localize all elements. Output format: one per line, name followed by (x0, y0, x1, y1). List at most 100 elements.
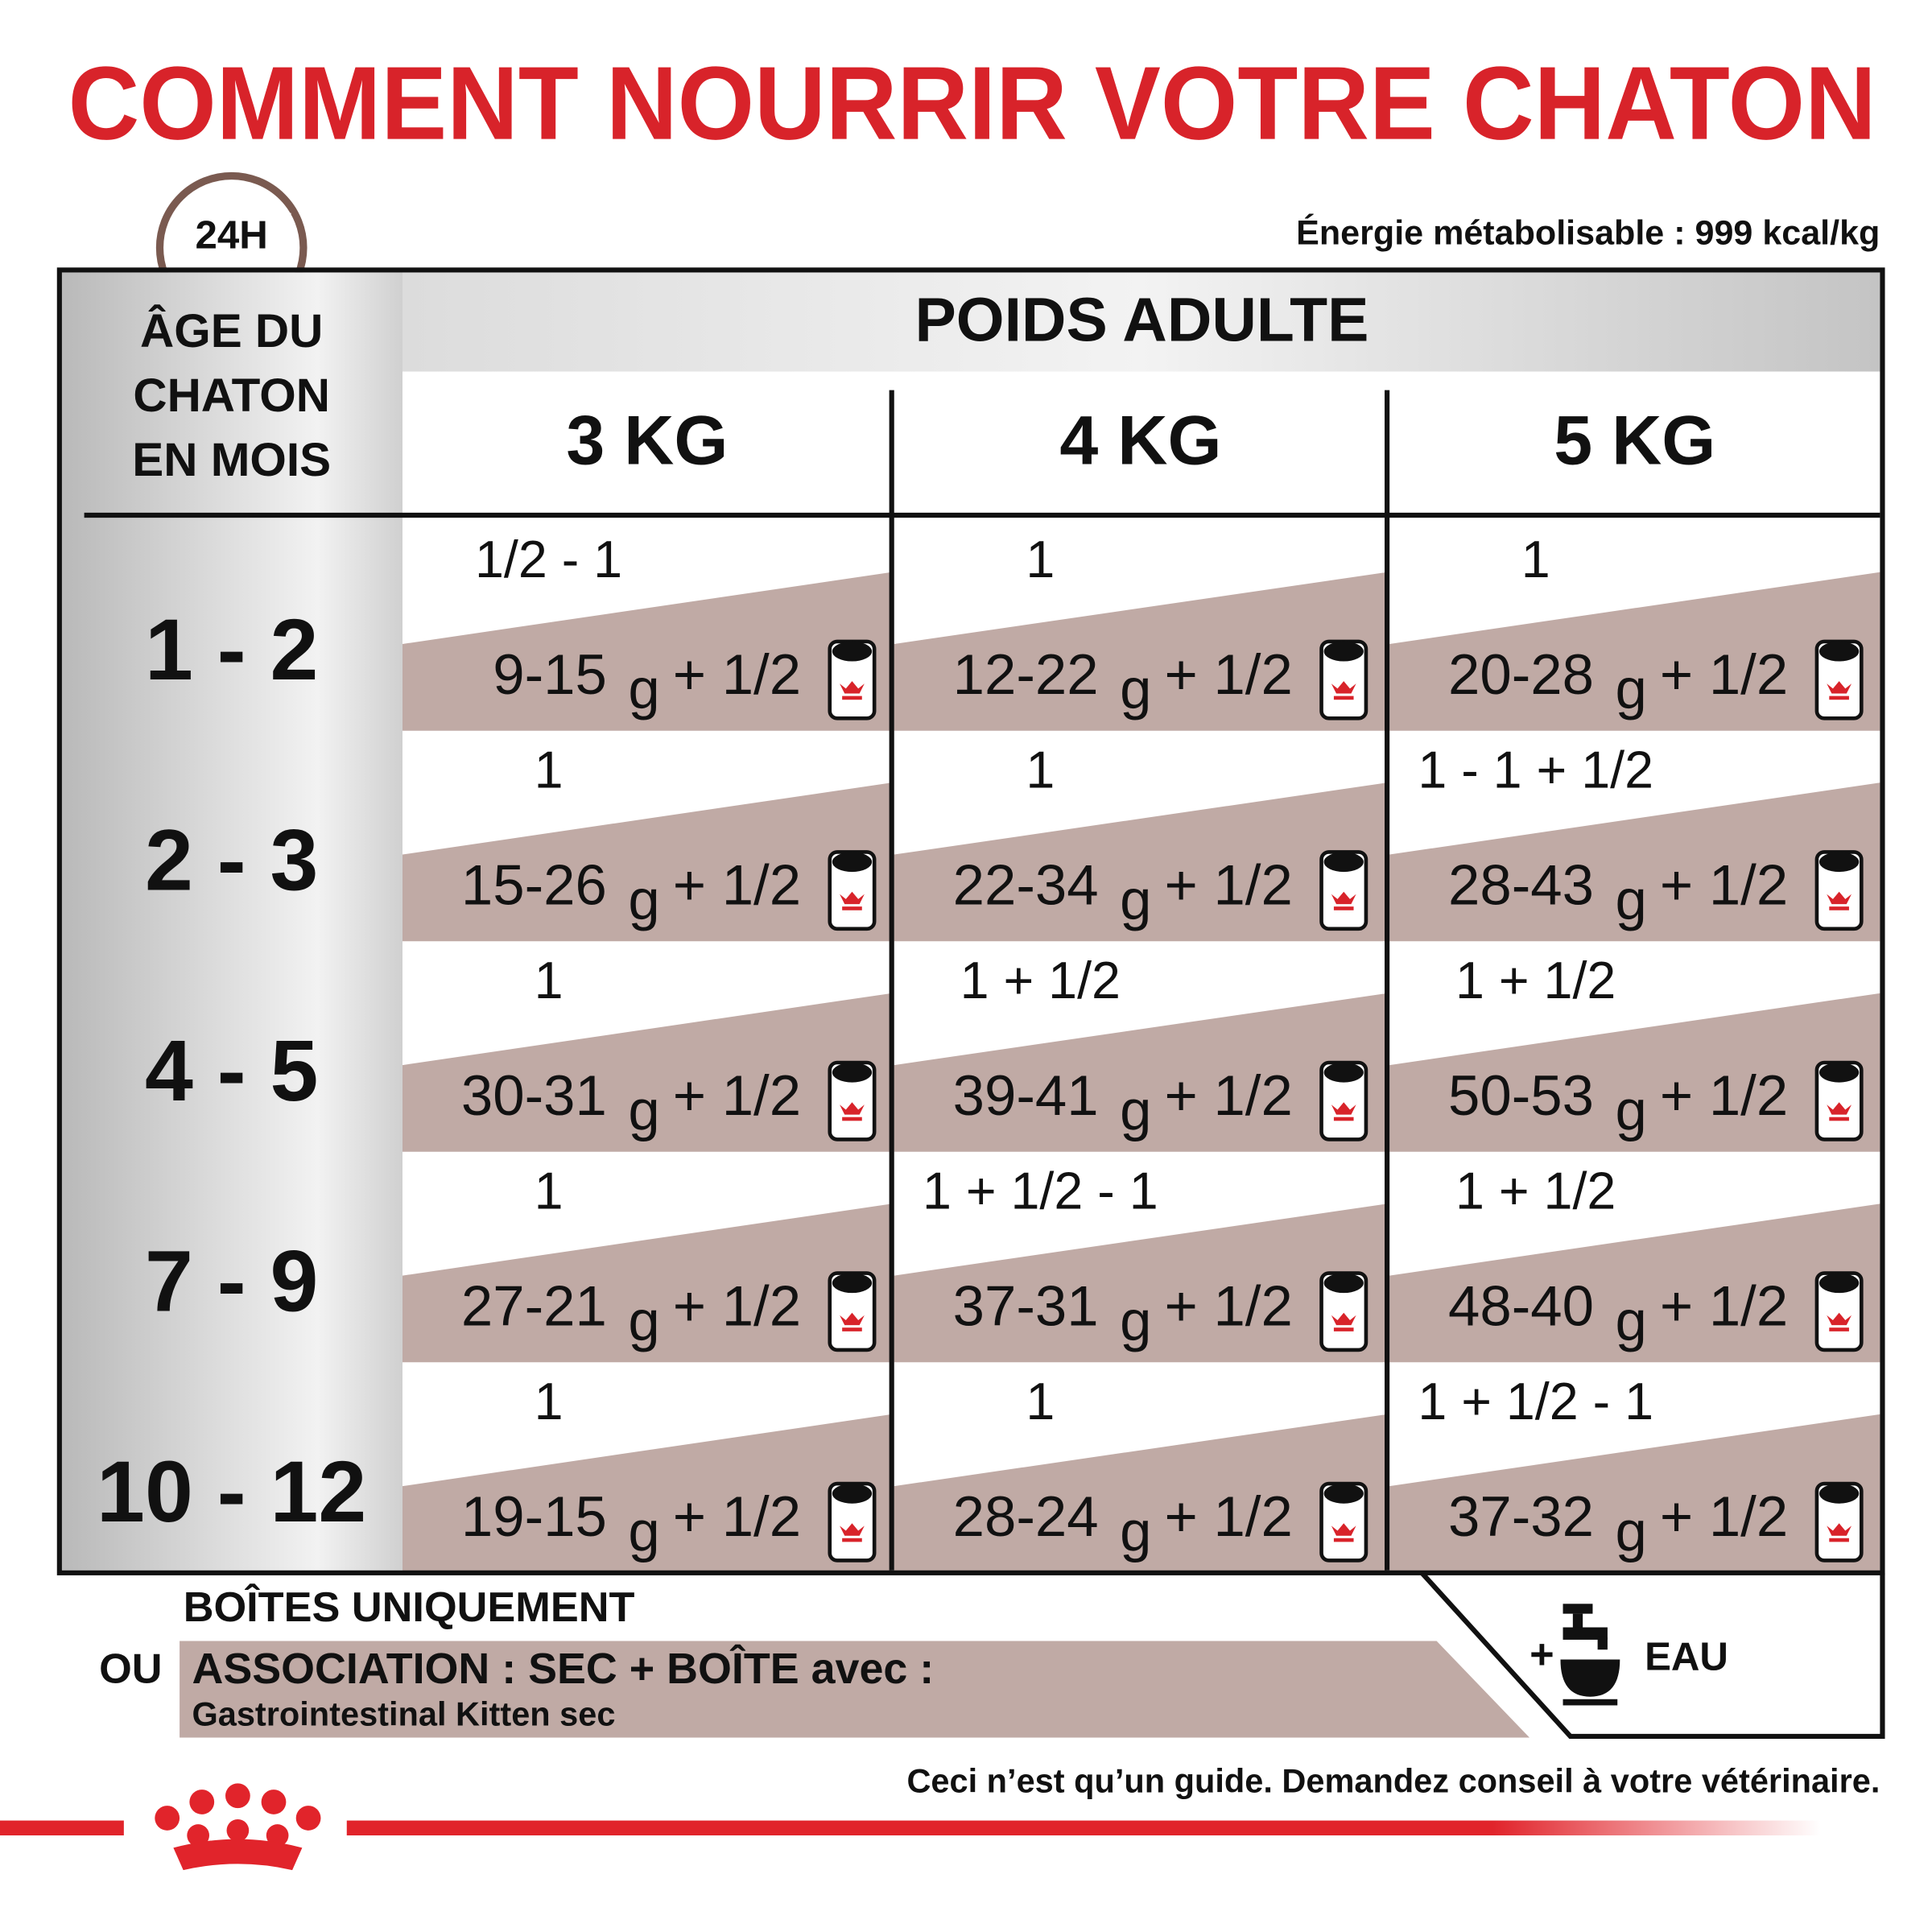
disclaimer: Ceci n’est qu’un guide. Demandez conseil… (906, 1761, 1880, 1799)
mix-band (894, 572, 1388, 731)
dry: 39-41 (953, 1063, 1099, 1127)
unit: g (1120, 657, 1151, 720)
mix-band (1389, 1414, 1880, 1573)
plus: + 1/2 (1164, 1274, 1292, 1337)
water-icon (1560, 1604, 1620, 1706)
age: 1 - 2 (145, 601, 318, 698)
mix-band (402, 1203, 892, 1363)
cans: 1 + 1/2 - 1 (1418, 1373, 1653, 1430)
plus: + 1/2 (1164, 1063, 1292, 1127)
dry: 19-15 (461, 1484, 607, 1548)
unit: g (1120, 1499, 1151, 1563)
mix-band (894, 1414, 1388, 1573)
plus: + 1/2 (1660, 1274, 1788, 1337)
plus: + 1/2 (1164, 852, 1292, 916)
age-header: ÂGE DU (140, 303, 323, 357)
mix-band (402, 993, 892, 1152)
cans: 1 + 1/2 (960, 952, 1121, 1009)
can-icon (1817, 1063, 1861, 1139)
unit: g (1615, 1499, 1646, 1563)
plus: + 1/2 (673, 852, 801, 916)
or: OU (99, 1646, 162, 1693)
can-icon (1322, 852, 1366, 928)
brand-line (0, 1820, 1821, 1835)
can-icon (830, 852, 874, 928)
unit: g (1615, 1078, 1646, 1141)
mix-band (1389, 782, 1880, 942)
unit: g (1120, 868, 1151, 931)
dry: 9-15 (493, 642, 607, 706)
can-icon (830, 642, 874, 718)
plus: + 1/2 (1660, 642, 1788, 706)
water-box (1419, 1571, 1885, 1739)
mix-band (1389, 572, 1880, 731)
dry: 37-31 (953, 1274, 1099, 1337)
age-header: EN MOIS (132, 434, 331, 486)
can-icon (1817, 1484, 1861, 1560)
dry: 37-32 (1448, 1484, 1594, 1548)
can-icon (830, 1484, 874, 1560)
plus: + 1/2 (1660, 852, 1788, 916)
dry: 30-31 (461, 1063, 607, 1127)
cans: 1 + 1/2 - 1 (923, 1162, 1158, 1220)
mix-product: Gastrointestinal Kitten sec (192, 1695, 615, 1732)
cans: 1 - 1 + 1/2 (1418, 741, 1653, 799)
dry: 48-40 (1448, 1274, 1594, 1337)
unit: g (1120, 1078, 1151, 1141)
mix: ASSOCIATION : SEC + BOÎTE avec : (192, 1644, 934, 1693)
dry: 20-28 (1448, 642, 1594, 706)
water: EAU (1645, 1635, 1728, 1679)
plus: + 1/2 (673, 1063, 801, 1127)
can-icon (1817, 1274, 1861, 1350)
cans: 1 (535, 741, 564, 799)
age: 7 - 9 (145, 1232, 318, 1329)
unit: g (628, 1499, 659, 1563)
plus: + 1/2 (673, 1484, 801, 1548)
unit: g (628, 868, 659, 931)
cans: 1 (535, 952, 564, 1009)
plus: + 1/2 (673, 1274, 801, 1337)
unit: g (1615, 868, 1646, 931)
cans: 1 (535, 1373, 564, 1430)
age-column (61, 272, 402, 1571)
age: 4 - 5 (145, 1022, 318, 1119)
cans: 1 (1026, 1373, 1055, 1430)
energy: Énergie métabolisable : 999 kcal/kg (1296, 214, 1880, 253)
dry: 28-24 (953, 1484, 1099, 1548)
dry: 50-53 (1448, 1063, 1594, 1127)
mix-band (402, 1414, 892, 1573)
unit: g (628, 1289, 659, 1352)
cans: 1 (535, 1162, 564, 1220)
weight-header-band (402, 272, 1880, 372)
can-icon (1322, 1063, 1366, 1139)
plus: + 1/2 (1660, 1484, 1788, 1548)
dry: 27-21 (461, 1274, 607, 1337)
logo (155, 1783, 321, 1871)
mix-band (402, 782, 892, 942)
can-icon (1322, 1484, 1366, 1560)
age: 2 - 3 (145, 811, 318, 908)
age-header: CHATON (133, 369, 330, 422)
dry: 22-34 (953, 852, 1099, 916)
cans: 1/2 - 1 (475, 530, 622, 588)
title: COMMENT NOURRIR VOTRE CHATON (68, 46, 1876, 162)
weight: 5 KG (1554, 402, 1715, 480)
age: 10 - 12 (97, 1443, 366, 1540)
cans: 1 + 1/2 (1455, 952, 1616, 1009)
weight-header: POIDS ADULTE (914, 285, 1368, 354)
plus: + 1/2 (1164, 642, 1292, 706)
dry: 12-22 (953, 642, 1099, 706)
mix-band (180, 1641, 1530, 1738)
unit: g (1615, 657, 1646, 720)
unit: g (628, 1078, 659, 1141)
mix-band (1389, 1203, 1880, 1363)
table-border (56, 267, 1885, 1575)
can-icon (1817, 852, 1861, 928)
unit: g (1120, 1289, 1151, 1352)
plus: + 1/2 (1164, 1484, 1292, 1548)
cans: 1 + 1/2 (1455, 1162, 1616, 1220)
plus: + 1/2 (673, 642, 801, 706)
clock-label: 24H (196, 213, 268, 257)
can-icon (1817, 642, 1861, 718)
